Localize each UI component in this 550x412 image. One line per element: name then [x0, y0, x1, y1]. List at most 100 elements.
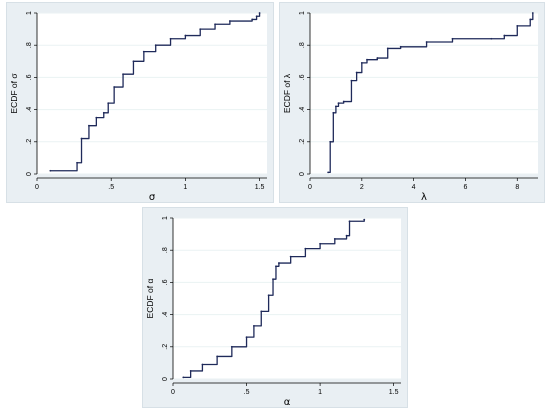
ecdf-point-alpha — [189, 370, 192, 372]
y-tick-label: .8 — [26, 42, 33, 48]
ecdf-point-alpha — [304, 247, 307, 250]
x-tick-label: 0 — [308, 184, 312, 191]
ecdf-point-lambda — [399, 45, 402, 48]
ecdf-point-sigma — [95, 116, 98, 119]
ecdf-point-sigma — [88, 124, 90, 127]
y-tick-label: .8 — [162, 247, 169, 253]
ecdf-line-sigma — [50, 13, 261, 172]
ecdf-point-lambda — [490, 37, 493, 40]
y-tick-label: .2 — [162, 344, 169, 350]
y-tick-label: .4 — [299, 107, 306, 113]
ecdf-point-sigma — [132, 60, 135, 63]
chart-sigma-svg: 0 .2 .4 .6 .8 1 0 .5 1 1.5 σ ECDF of σ — [9, 11, 267, 203]
chart-lambda-svg: 0 .2 .4 .6 .8 1 0 2 4 6 8 λ ECDF of λ — [282, 11, 538, 203]
ecdf-point-lambda — [503, 34, 506, 37]
x-tick-label: 1 — [183, 184, 187, 191]
x-axis-title: σ — [149, 192, 156, 203]
ecdf-point-sigma — [76, 161, 78, 164]
y-axis-title: ECDF of α — [145, 278, 155, 318]
x-tick-label: 8 — [515, 184, 519, 191]
y-tick-label: .8 — [299, 42, 306, 48]
ecdf-point-lambda — [516, 24, 519, 27]
ecdf-point-alpha — [182, 376, 185, 379]
ecdf-point-lambda — [425, 41, 428, 43]
ecdf-point-lambda — [327, 171, 330, 174]
x-tick-label: .5 — [108, 184, 114, 191]
y-tick-label: 1 — [26, 11, 33, 15]
y-tick-label: .2 — [26, 139, 33, 145]
ecdf-point-alpha — [348, 220, 351, 223]
ecdf-point-alpha — [260, 310, 263, 313]
ecdf-point-sigma — [49, 169, 52, 172]
ecdf-point-alpha — [245, 336, 248, 339]
ecdf-point-sigma — [154, 44, 157, 47]
ecdf-point-alpha — [230, 345, 233, 348]
ecdf-point-sigma — [142, 50, 145, 53]
x-tick-label: 0 — [171, 389, 175, 396]
plot-area — [37, 13, 267, 174]
ecdf-point-alpha — [345, 234, 348, 237]
y-tick-label: .2 — [299, 139, 306, 145]
ecdf-point-alpha — [216, 355, 219, 358]
ecdf-point-lambda — [329, 140, 332, 143]
ecdf-point-alpha — [278, 262, 280, 264]
ecdf-point-lambda — [529, 18, 532, 21]
ecdf-point-sigma — [102, 111, 105, 114]
ecdf-point-lambda — [376, 57, 379, 59]
y-tick-label: 0 — [26, 172, 33, 176]
chart-panel-sigma: 0 .2 .4 .6 .8 1 0 .5 1 1.5 σ ECDF of σ — [6, 2, 274, 203]
ecdf-point-sigma — [214, 23, 216, 26]
ecdf-point-sigma — [122, 73, 124, 76]
y-axis-title: ECDF of λ — [282, 73, 292, 113]
x-tick-label: 1.5 — [389, 389, 399, 396]
ecdf-point-lambda — [335, 105, 337, 108]
ecdf-point-alpha — [272, 278, 274, 281]
ecdf-point-lambda — [386, 47, 389, 50]
ecdf-point-sigma — [199, 28, 202, 30]
x-tick-label: 0 — [35, 184, 39, 191]
ecdf-point-sigma — [113, 86, 116, 88]
ecdf-point-lambda — [342, 100, 345, 103]
x-tick-label: 1 — [318, 389, 322, 396]
y-tick-label: .4 — [26, 107, 33, 113]
ecdf-point-sigma — [229, 20, 231, 22]
ecdf-point-alpha — [253, 324, 255, 327]
plot-area — [310, 13, 538, 174]
y-tick-label: .6 — [299, 74, 306, 80]
x-tick-label: .5 — [244, 389, 250, 396]
x-axis-title: α — [284, 397, 291, 408]
chart-panel-alpha: 0 .2 .4 .6 .8 1 0 .5 1 1.5 α ECDF of α — [142, 207, 408, 408]
x-tick-label: 6 — [464, 184, 468, 191]
ecdf-point-lambda — [531, 12, 534, 14]
ecdf-point-alpha — [275, 265, 277, 268]
ecdf-point-alpha — [201, 363, 204, 366]
ecdf-point-lambda — [332, 111, 335, 114]
chart-alpha-svg: 0 .2 .4 .6 .8 1 0 .5 1 1.5 α ECDF of α — [145, 216, 401, 408]
ecdf-point-sigma — [255, 15, 258, 18]
ecdf-point-sigma — [184, 34, 187, 37]
ecdf-point-alpha — [267, 294, 270, 297]
y-tick-label: 0 — [299, 172, 306, 176]
y-axis-title: ECDF of σ — [9, 73, 19, 114]
y-tick-label: .4 — [162, 312, 169, 318]
y-tick-label: 1 — [162, 216, 169, 220]
y-tick-label: 0 — [162, 377, 169, 381]
ecdf-point-lambda — [360, 62, 363, 64]
chart-panel-lambda: 0 .2 .4 .6 .8 1 0 2 4 6 8 λ ECDF of λ — [279, 2, 545, 203]
ecdf-point-sigma — [169, 37, 172, 40]
ecdf-point-alpha — [289, 255, 292, 258]
plot-area — [173, 218, 401, 379]
x-tick-label: 2 — [360, 184, 364, 191]
x-tick-label: 1.5 — [255, 184, 265, 191]
y-tick-label: 1 — [299, 11, 306, 15]
ecdf-point-sigma — [258, 12, 261, 14]
ecdf-point-lambda — [355, 71, 358, 74]
x-axis-title: λ — [421, 192, 427, 203]
y-tick-label: .6 — [162, 279, 169, 285]
ecdf-point-alpha — [319, 242, 321, 245]
ecdf-point-sigma — [80, 137, 83, 140]
ecdf-point-lambda — [350, 79, 353, 82]
x-tick-label: 4 — [412, 184, 416, 191]
ecdf-point-alpha — [363, 218, 366, 221]
ecdf-point-sigma — [251, 18, 254, 21]
